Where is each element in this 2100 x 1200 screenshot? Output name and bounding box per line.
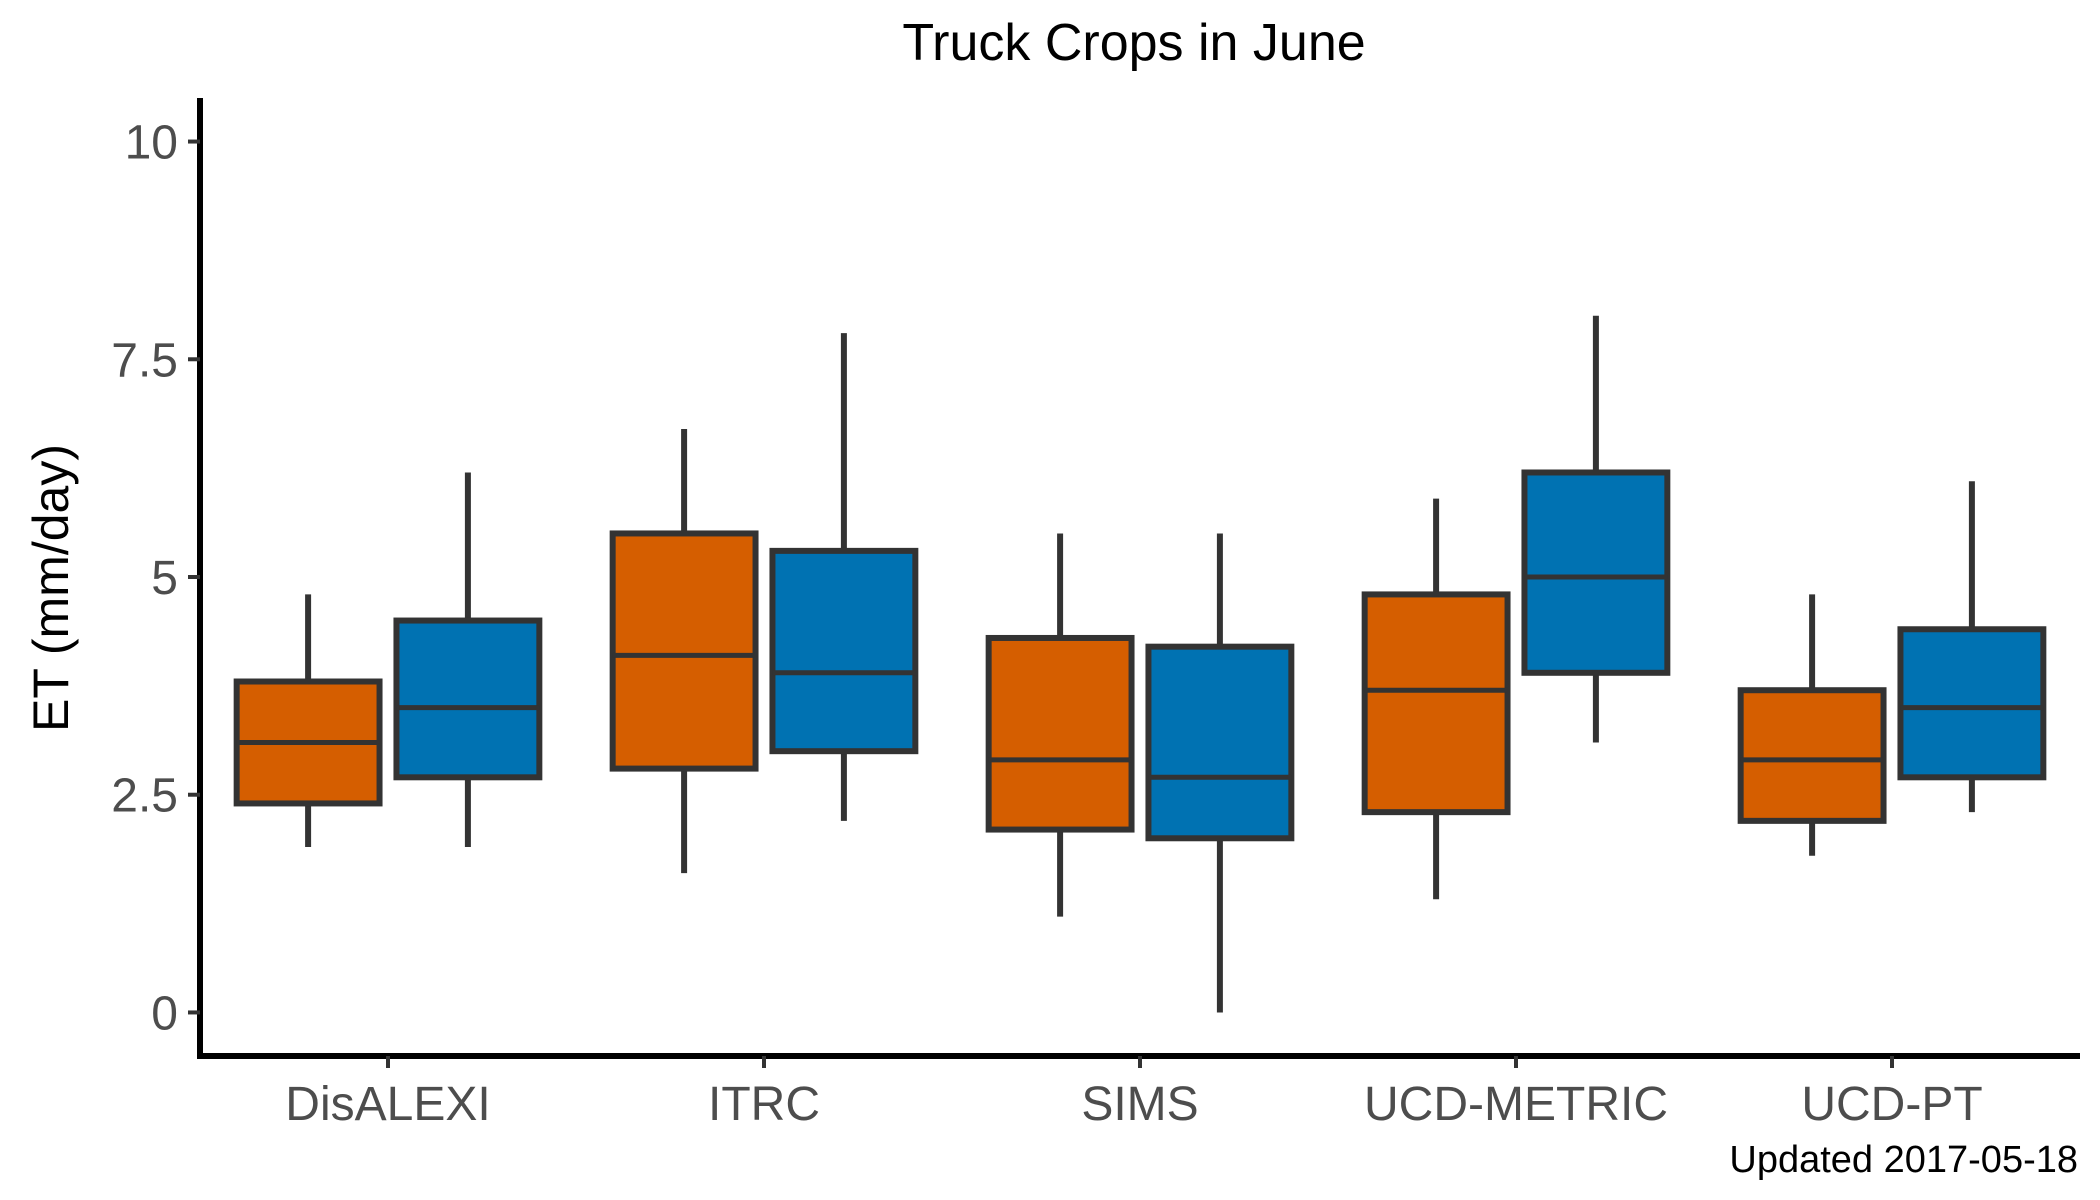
x-tick-label: UCD-METRIC [1364,1078,1668,1131]
y-tick-label: 10 [125,117,178,170]
box-sims-series-1 [985,533,1135,917]
x-tick-label: UCD-PT [1801,1078,1982,1131]
box-itrc-series-1 [609,428,759,874]
y-tick-label: 2.5 [111,770,178,823]
box-ucd-metric-series-1 [1361,498,1511,900]
box-ucd-pt-series-2 [1897,481,2047,813]
box-body [609,530,759,772]
chart-title: Truck Crops in June [902,14,1365,72]
box-disalexi-series-1 [233,594,383,847]
box-body [393,617,543,781]
box-body [769,547,919,755]
x-tick-label: ITRC [708,1078,820,1131]
plot-area [233,315,2047,1013]
x-axis-ticks: DisALEXI ITRC SIMS UCD-METRIC UCD-PT [285,1056,1983,1131]
box-disalexi-series-2 [393,472,543,847]
box-ucd-metric-series-2 [1521,315,1671,743]
x-tick-label: DisALEXI [285,1078,490,1131]
y-tick-label: 0 [151,987,178,1040]
updated-footnote: Updated 2017-05-18 [1729,1139,2078,1181]
x-tick-label: SIMS [1081,1078,1198,1131]
box-body [1521,469,1671,676]
box-ucd-pt-series-1 [1737,594,1887,856]
y-axis-ticks: 0 2.5 5 7.5 10 [111,117,200,1040]
box-body [985,634,1135,833]
y-tick-label: 7.5 [111,334,178,387]
y-axis-label: ET (mm/day) [23,444,79,732]
y-tick-label: 5 [151,552,178,605]
box-itrc-series-2 [769,333,919,821]
box-body [1361,591,1511,816]
box-sims-series-2 [1145,533,1295,1013]
box-body [1897,626,2047,781]
box-body [1737,687,1887,824]
box-body [1145,643,1295,842]
